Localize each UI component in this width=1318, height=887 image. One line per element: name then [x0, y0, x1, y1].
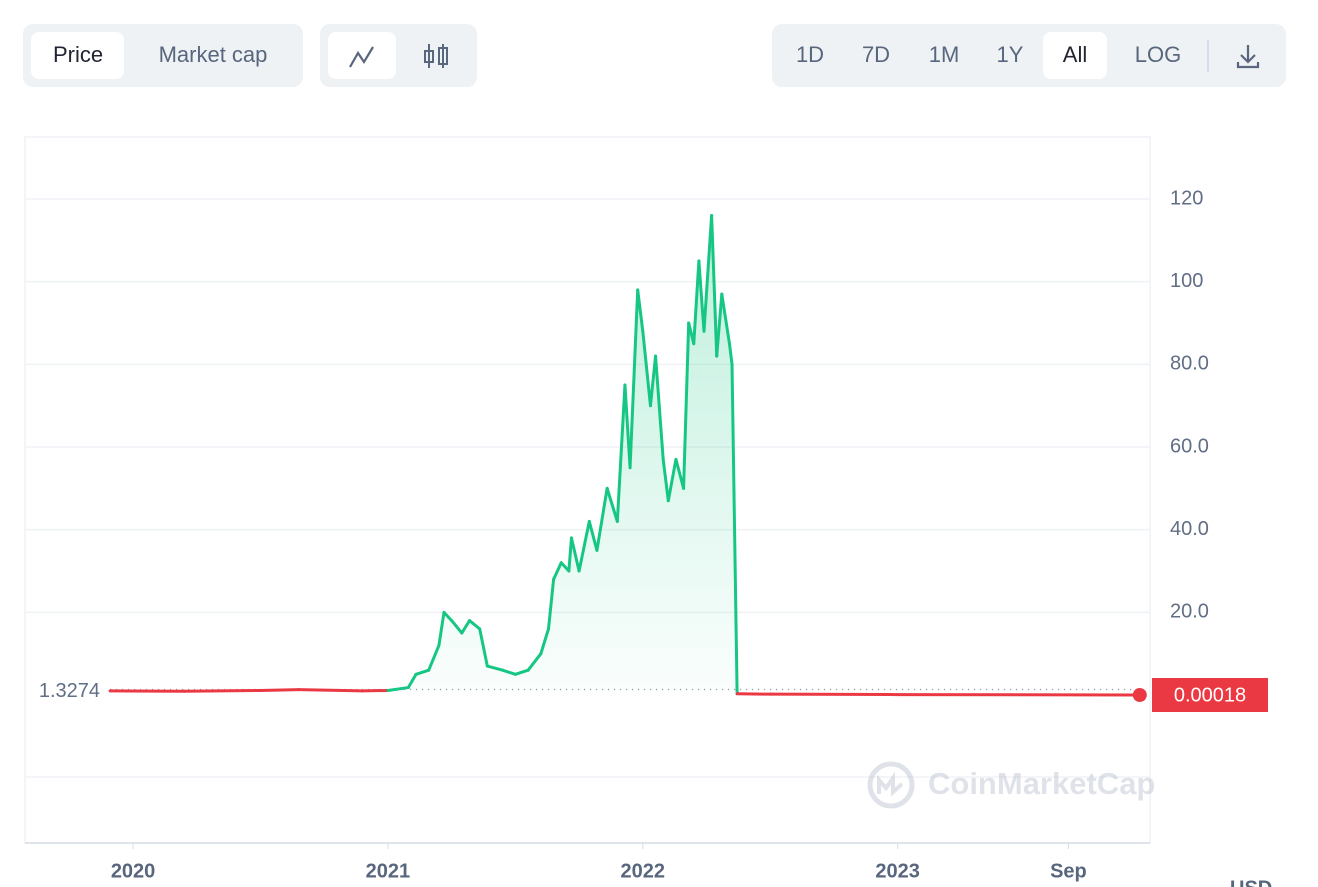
market-cap-label[interactable]: Market cap [159, 42, 268, 67]
price-segment [697, 259, 706, 333]
price-segment [478, 627, 489, 668]
price-segment [460, 619, 471, 635]
y-tick-label: 60.0 [1170, 435, 1209, 457]
range-1y[interactable]: 1Y [997, 42, 1024, 67]
y-tick-label: 120 [1170, 187, 1203, 209]
price-segment [297, 688, 364, 693]
price-segment [467, 619, 482, 631]
y-tick-label: 40.0 [1170, 518, 1209, 540]
price-segment [727, 342, 734, 366]
price-segment [720, 292, 731, 346]
range-1m[interactable]: 1M [929, 42, 960, 67]
last-price-label: 0.00018 [1174, 684, 1246, 706]
price-segment [661, 457, 670, 503]
price-segment [682, 321, 691, 490]
plot-frame [24, 136, 1151, 844]
y-tick-label: 100 [1170, 270, 1203, 292]
price-segment [414, 668, 431, 676]
price-segment [552, 561, 563, 581]
price-segment [636, 288, 645, 333]
price-segment [526, 652, 543, 672]
price-label[interactable]: Price [53, 42, 103, 67]
price-segment [702, 214, 714, 333]
watermark-text: CoinMarketCap [928, 766, 1155, 801]
price-segment [577, 519, 591, 573]
price-segment [539, 627, 551, 656]
price-segment [485, 664, 505, 672]
price-segment [569, 536, 581, 573]
price-segment [406, 672, 418, 690]
watermark: CoinMarketCap [867, 761, 1155, 809]
price-segment [567, 536, 573, 573]
price-segment [615, 383, 627, 523]
price-segment [182, 688, 263, 693]
reference-label: 1.3274 [39, 680, 100, 702]
download-button[interactable] [1236, 45, 1260, 69]
price-segment [595, 486, 609, 552]
price-segment [442, 610, 454, 623]
price-segment [547, 577, 556, 631]
price-area [387, 215, 738, 694]
y-tick-label: 80.0 [1170, 353, 1209, 375]
price-segment [666, 457, 678, 503]
last-price-badge [1152, 677, 1268, 712]
range-1d[interactable]: 1D [796, 42, 824, 67]
price-segment [654, 354, 665, 461]
price-button[interactable] [31, 32, 124, 79]
candle-icon[interactable] [424, 44, 448, 68]
price-segment [628, 288, 640, 470]
x-tick-label: 2023 [875, 860, 920, 882]
price-segment [692, 259, 701, 346]
x-tick-label: Sep [1050, 860, 1087, 882]
price-segment [730, 362, 739, 696]
price-segment [259, 688, 301, 692]
currency-label: USD [1230, 877, 1272, 887]
log-toggle[interactable]: LOG [1135, 42, 1181, 67]
price-segment [513, 668, 530, 676]
price-segment [715, 292, 724, 358]
range-all[interactable]: All [1063, 42, 1087, 67]
all-button[interactable] [1043, 32, 1107, 79]
x-tick-label: 2020 [111, 860, 156, 882]
y-tick-label: 20.0 [1170, 601, 1209, 623]
price-segment [437, 610, 446, 647]
x-tick-label: 2022 [621, 860, 666, 882]
price-segment [427, 643, 441, 672]
price-segment [386, 686, 410, 692]
price-segment [501, 668, 517, 676]
price-segment [605, 486, 619, 523]
last-point [1132, 687, 1147, 702]
range-group [772, 24, 1286, 87]
price-segment [450, 619, 464, 635]
range-7d[interactable]: 7D [862, 42, 890, 67]
line-button[interactable] [328, 32, 396, 79]
line-icon [349, 46, 374, 68]
price-segment [587, 519, 599, 552]
x-tick-label: 2021 [366, 860, 411, 882]
price-segment [641, 329, 652, 408]
price-segment [710, 214, 719, 358]
